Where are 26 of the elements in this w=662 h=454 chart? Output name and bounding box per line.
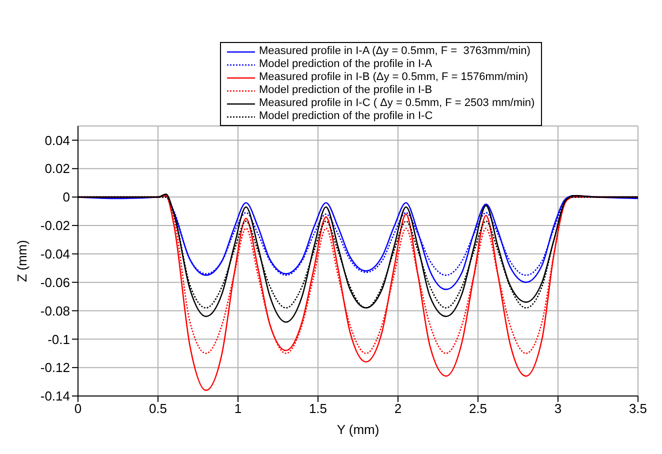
- y-tick-label: -0.14: [40, 388, 70, 404]
- y-tick-label: -0.08: [40, 303, 70, 318]
- x-tick-label: 1.5: [308, 401, 328, 416]
- y-tick-label: -0.02: [40, 218, 70, 234]
- x-tick-label: 3.5: [628, 401, 648, 416]
- y-tick-label: 0.04: [44, 132, 70, 148]
- x-tick-label: 0.5: [148, 401, 168, 416]
- legend-label: Model prediction of the profile in I-B: [259, 84, 432, 97]
- x-tick-label: 2.5: [468, 401, 488, 416]
- legend-label: Model prediction of the profile in I-A: [259, 58, 432, 71]
- x-tick-label: 3: [554, 401, 562, 416]
- y-tick-label: -0.04: [40, 246, 70, 262]
- y-tick-label: -0.1: [48, 332, 70, 347]
- x-tick-label: 0: [74, 401, 82, 416]
- x-tick-label: 2: [394, 401, 402, 416]
- y-tick-label: -0.06: [40, 274, 70, 290]
- y-tick-label: -0.12: [40, 360, 70, 376]
- y-axis-title: Z (mm): [14, 240, 30, 282]
- x-axis-title: Y (mm): [336, 422, 380, 437]
- y-tick-label: 0: [62, 190, 70, 205]
- x-tick-label: 1: [234, 401, 242, 416]
- legend-label: Model prediction of the profile in I-C: [259, 110, 433, 123]
- legend-label: Measured profile in I-C ( Δy = 0.5mm, F = 2503 mm/min): [259, 97, 535, 110]
- y-tick-label: 0.02: [44, 161, 70, 176]
- legend-label: Measured profile in I-A (Δy = 0.5mm, F = 3763mm/min): [259, 45, 530, 58]
- legend-label: Measured profile in I-B (Δy = 0.5mm, F = 1576mm/min): [259, 71, 528, 84]
